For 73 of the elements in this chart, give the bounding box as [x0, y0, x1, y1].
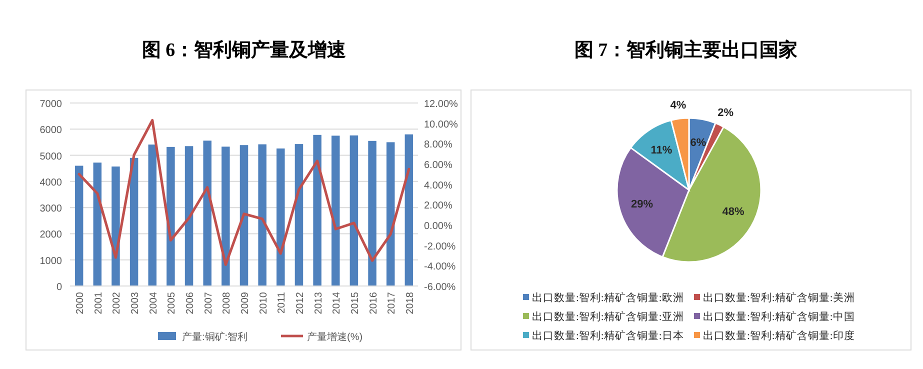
y-tick-label: 4000 [40, 177, 62, 188]
y-tick-label: 1000 [40, 256, 62, 267]
chart-title: 图 7：智利铜主要出口国家 [574, 39, 798, 61]
y2-tick-label: 8.00% [424, 140, 452, 151]
data-label: 11% [650, 144, 672, 157]
bar [130, 158, 138, 286]
data-label: 6% [690, 136, 706, 149]
x-tick-label: 2013 [313, 292, 324, 314]
x-tick-label: 2011 [276, 292, 288, 314]
y2-tick-label: -4.00% [424, 262, 456, 273]
y-tick-label: 3000 [40, 204, 62, 215]
y2-tick-label: 6.00% [424, 160, 452, 171]
bar [240, 145, 248, 286]
y2-tick-label: 0.00% [424, 221, 452, 232]
x-tick-label: 2015 [350, 292, 361, 314]
y2-tick-label: 12.00% [424, 99, 458, 110]
x-tick-label: 2010 [258, 292, 270, 314]
x-tick-label: 2018 [404, 292, 416, 314]
legend-label: 出口数量:智利:精矿含铜量:日本 [532, 329, 684, 342]
x-tick-label: 2016 [368, 292, 380, 314]
x-tick-label: 2009 [240, 292, 251, 314]
bar [258, 144, 266, 286]
bar [166, 146, 175, 286]
x-tick-label: 2008 [222, 292, 233, 314]
bar [350, 135, 358, 286]
bar [386, 142, 395, 286]
y2-tick-label: -2.00% [424, 241, 456, 252]
data-label: 2% [718, 107, 734, 120]
y-tick-label: 6000 [40, 125, 62, 136]
y2-tick-label: -6.00% [424, 282, 456, 293]
bar [203, 140, 212, 286]
legend-label: 产量增速(%) [307, 331, 363, 343]
data-label: 48% [722, 206, 745, 218]
y2-tick-label: 4.00% [424, 180, 452, 192]
y2-tick-label: 2.00% [424, 200, 452, 212]
bar [93, 162, 102, 286]
line-series [78, 118, 410, 266]
x-tick-label: 2004 [148, 292, 160, 314]
legend-label: 产量:铜矿:智利 [182, 331, 248, 343]
bar [404, 134, 414, 286]
bar [276, 148, 285, 286]
bar [332, 136, 340, 286]
x-tick-label: 2012 [294, 292, 306, 314]
x-tick-label: 2002 [112, 292, 123, 314]
y-tick-label: 0 [56, 282, 62, 293]
bar [112, 166, 120, 286]
bar [222, 146, 230, 286]
y2-tick-label: 10.00% [424, 119, 458, 130]
y-tick-label: 2000 [40, 230, 62, 241]
x-tick-label: 2000 [75, 292, 86, 314]
data-label: 4% [670, 100, 686, 112]
chart-title: 图 6：智利铜产量及增速 [142, 39, 346, 61]
legend-label: 出口数量:智利:精矿含铜量:欧洲 [532, 291, 684, 304]
bar [184, 146, 194, 286]
x-tick-label: 2007 [203, 292, 214, 314]
bar [148, 144, 156, 286]
data-label: 29% [630, 198, 654, 211]
legend-label: 出口数量:智利:精矿含铜量:美洲 [703, 291, 855, 304]
legend-label: 出口数量:智利:精矿含铜量:印度 [703, 329, 855, 342]
y-tick-label: 7000 [40, 99, 62, 110]
bar [74, 166, 84, 286]
x-tick-label: 2003 [130, 292, 142, 314]
x-tick-label: 2017 [386, 292, 398, 314]
bar [313, 134, 322, 286]
x-tick-label: 2006 [185, 292, 196, 314]
x-tick-label: 2005 [166, 292, 178, 314]
x-tick-label: 2014 [332, 292, 343, 314]
bar [368, 140, 376, 286]
legend-label: 出口数量:智利:精矿含铜量:中国 [703, 310, 855, 323]
y-tick-label: 5000 [40, 151, 62, 162]
legend-label: 出口数量:智利:精矿含铜量:亚洲 [532, 310, 684, 323]
bar [294, 144, 304, 286]
x-tick-label: 2001 [93, 292, 104, 314]
